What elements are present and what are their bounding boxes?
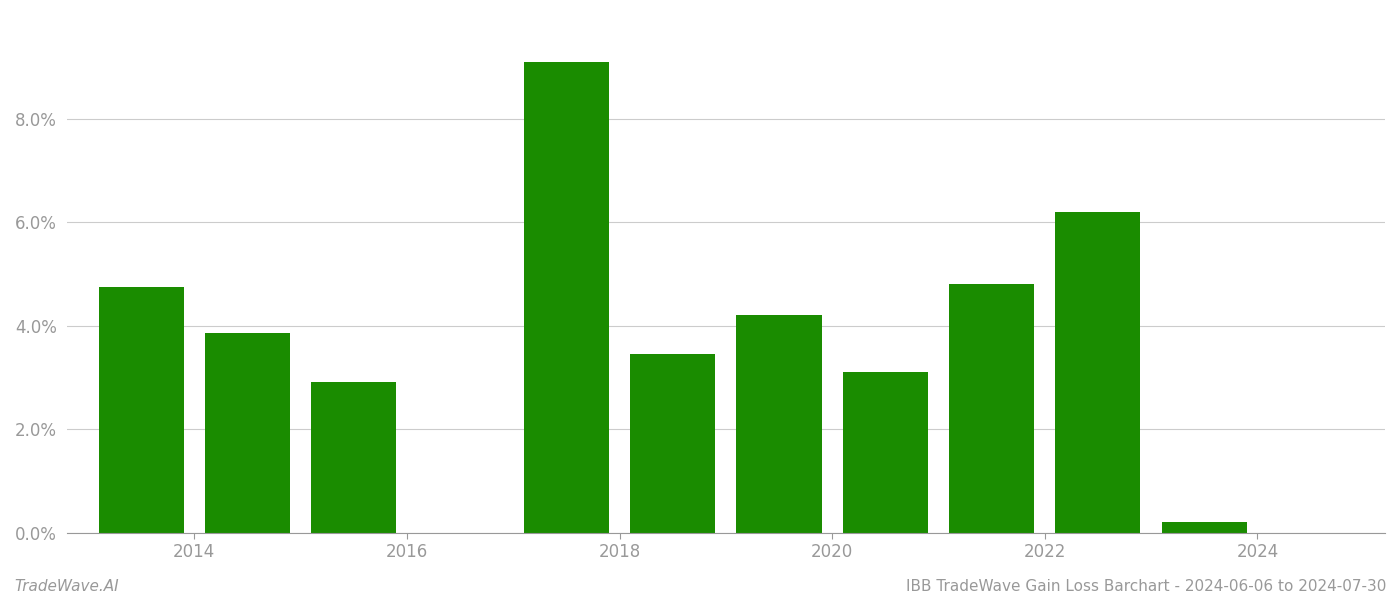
Bar bbox=[524, 62, 609, 533]
Bar bbox=[736, 315, 822, 533]
Bar bbox=[1162, 522, 1247, 533]
Bar bbox=[1056, 212, 1141, 533]
Bar bbox=[204, 334, 290, 533]
Text: IBB TradeWave Gain Loss Barchart - 2024-06-06 to 2024-07-30: IBB TradeWave Gain Loss Barchart - 2024-… bbox=[906, 579, 1386, 594]
Bar bbox=[843, 372, 928, 533]
Bar bbox=[630, 354, 715, 533]
Bar bbox=[311, 382, 396, 533]
Text: TradeWave.AI: TradeWave.AI bbox=[14, 579, 119, 594]
Bar bbox=[98, 287, 183, 533]
Bar bbox=[949, 284, 1035, 533]
